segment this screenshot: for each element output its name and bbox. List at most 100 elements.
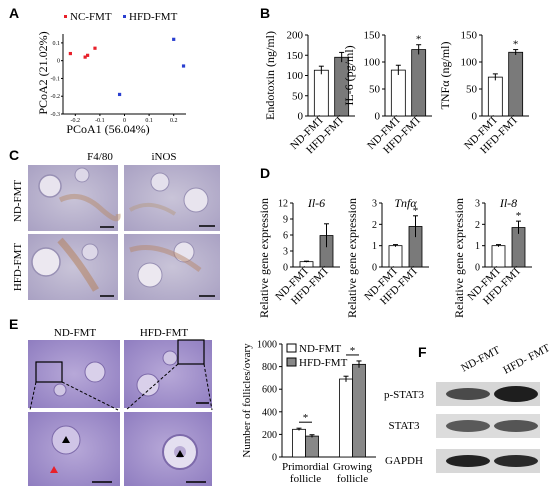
B-tnfa-significance-star: *	[513, 39, 519, 51]
D-il6-y-tick-label: 0	[283, 263, 288, 274]
B-tnfa-bar-nd-fmt	[487, 76, 503, 117]
B-endotoxin-y-tick-label: 50	[292, 90, 304, 102]
follicle-y-tick-label: 0	[272, 453, 277, 464]
legend-swatch-hfd-fmt	[286, 357, 297, 367]
D-il8-title: Il-8	[499, 196, 517, 210]
pcoa-point-hfd-fmt	[172, 37, 176, 41]
B-il6-y-axis-label: IL-6 (pg/ml)	[342, 45, 356, 105]
pcoa-x-tick-label: 0.2	[170, 118, 178, 124]
D-il8-y-tick-label: 0	[475, 263, 480, 274]
histology-title-nd-fmt: ND-FMT	[54, 327, 96, 339]
pcoa-point-hfd-fmt	[117, 92, 122, 97]
zoom-guide-line	[125, 363, 179, 411]
blot-lane-label-nd-fmt: ND-FMT	[459, 344, 502, 375]
follicle-significance-star: *	[303, 412, 309, 424]
pcoa-x-tick-label: -0.2	[71, 118, 81, 124]
gene-expression-y-label-3: Relative gene expression	[452, 198, 466, 318]
pcoa-y-tick-label: -0.2	[51, 94, 61, 100]
ihc-row-label-hfd-fmt: HFD-FMT	[12, 243, 24, 292]
D-tnfa-significance-star: *	[413, 205, 419, 217]
panel-label-e: E	[9, 316, 18, 332]
gene-expression-y-label-2: Relative gene expression	[345, 198, 359, 318]
zoom-box	[177, 339, 205, 365]
D-il8-y-tick-label: 3	[475, 199, 480, 210]
D-il8-y-tick-label: 2	[475, 220, 480, 231]
legend-swatch-nd-fmt	[286, 343, 297, 353]
D-tnfa-y-tick-label: 2	[372, 220, 377, 231]
zoom-guide-line	[61, 381, 119, 411]
D-il6-y-tick-label: 6	[283, 231, 288, 242]
blot-strip-gapdh	[436, 449, 540, 473]
B-endotoxin-y-tick-label: 100	[287, 70, 304, 82]
D-tnfa-y-tick-label: 1	[372, 241, 377, 252]
follicle-bar-nd-fmt	[292, 428, 306, 458]
B-il6-y-tick-label: 0	[375, 111, 381, 123]
D-il8-y-tick-label: 1	[475, 241, 480, 252]
legend-label-nc-fmt: NC-FMT	[70, 11, 112, 23]
follicle-significance-star: *	[350, 345, 356, 357]
ihc-row-label-nd-fmt: ND-FMT	[12, 180, 24, 222]
follicle-y-tick-label: 1000	[257, 340, 277, 351]
B-il6-bar-nd-fmt	[390, 69, 406, 117]
D-il8-significance-star: *	[516, 210, 522, 222]
pcoa-y-axis-label: PCoA2 (21.02%)	[36, 31, 50, 114]
B-endotoxin-y-tick-label: 200	[287, 30, 304, 42]
pcoa-y-tick-label: 0.1	[53, 41, 61, 47]
histology-zoom-nd-fmt	[28, 412, 120, 486]
D-il6-y-tick-label: 3	[283, 247, 288, 258]
blot-band	[494, 386, 538, 402]
ihc-column-title-f480: F4/80	[87, 151, 113, 163]
follicle-y-tick-label: 400	[262, 407, 277, 418]
pcoa-y-tick-label: -0.3	[51, 112, 61, 118]
legend-label-follicle-hfd-fmt: HFD-FMT	[299, 357, 348, 369]
B-il6-y-tick-label: 50	[369, 84, 381, 96]
pcoa-point-nc-fmt	[93, 46, 97, 50]
zoom-box	[35, 361, 63, 383]
pcoa-y-tick-label: 0	[57, 59, 60, 65]
ihc-image-nd-inos	[124, 165, 220, 231]
panel-label-c: C	[9, 147, 19, 163]
D-il8-bar-nd-fmt	[491, 245, 506, 268]
pcoa-point-nc-fmt	[83, 55, 87, 59]
pcoa-x-axis-label: PCoA1 (56.04%)	[66, 122, 149, 136]
D-il6-y-tick-label: 12	[278, 199, 288, 210]
legend-marker-nc-fmt	[64, 15, 67, 18]
B-tnfa-y-tick-label: 50	[466, 84, 478, 96]
B-tnfa-bar-hfd-fmt	[508, 51, 524, 117]
pcoa-point-nc-fmt	[86, 53, 90, 57]
D-il6-title: Il-6	[307, 196, 325, 210]
follicle-category-label: Growing	[333, 461, 373, 473]
blot-band	[446, 420, 490, 432]
D-tnfa-title: Tnfα	[394, 196, 417, 210]
follicle-arrowhead-icon	[176, 450, 184, 457]
ihc-image-hfd-f480	[28, 234, 118, 300]
zoom-guide-line	[203, 363, 213, 411]
blot-lane-label-hfd-fmt: HFD- FMT	[501, 342, 550, 377]
panel-label-d: D	[260, 165, 270, 181]
follicle-bar-nd-fmt	[339, 378, 353, 458]
follicle-arrowhead-icon	[62, 436, 70, 443]
B-il6-bar-hfd-fmt	[411, 49, 427, 117]
blot-label-stat3: STAT3	[389, 420, 420, 432]
ihc-image-nd-f480	[28, 165, 121, 231]
legend-marker-hfd-fmt	[123, 15, 126, 18]
D-tnfa-y-tick-label: 3	[372, 199, 377, 210]
D-il6-y-tick-label: 9	[283, 215, 288, 226]
blot-label-gapdh: GAPDH	[385, 455, 423, 467]
follicle-y-tick-label: 800	[262, 362, 277, 373]
B-il6-y-tick-label: 150	[364, 30, 381, 42]
follicle-category-label: follicle	[290, 473, 321, 485]
B-tnfa-y-axis-label: TNFα (ng/ml)	[438, 42, 452, 110]
B-tnfa-y-tick-label: 100	[461, 57, 478, 69]
blot-band	[494, 420, 538, 432]
B-tnfa-y-tick-label: 150	[461, 30, 478, 42]
follicle-y-axis-label: Number of follicles/ovary	[241, 343, 253, 458]
histology-overview-hfd-fmt	[124, 339, 212, 408]
follicle-bar-hfd-fmt	[305, 435, 319, 458]
B-il6-significance-star: *	[416, 34, 422, 46]
follicle-category-label: Primordial	[282, 461, 329, 473]
follicle-bar-hfd-fmt	[352, 363, 366, 458]
follicle-y-tick-label: 600	[262, 385, 277, 396]
follicle-category-label: follicle	[337, 473, 368, 485]
